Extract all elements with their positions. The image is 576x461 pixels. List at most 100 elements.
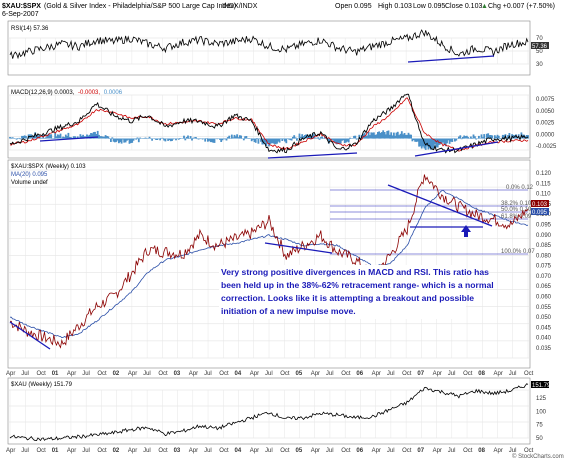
macd-histogram-bar [270, 138, 273, 144]
macd-histogram-bar [369, 135, 371, 139]
macd-histogram-bar [74, 136, 76, 139]
macd-histogram-bar [161, 137, 164, 139]
macd-histogram-bar [258, 138, 261, 139]
triangle-upper-line [387, 184, 493, 227]
x-axis-tick: 04 [235, 448, 242, 454]
macd-histogram-bar [399, 133, 402, 139]
macd-histogram-bar [467, 137, 470, 139]
macd-histogram-bar [72, 136, 75, 139]
macd-histogram-bar [11, 137, 14, 139]
macd-histogram-bar [234, 136, 237, 139]
macd-histogram-bar [264, 138, 266, 143]
x-axis-tick: Apr [128, 448, 137, 454]
macd-histogram-bar [289, 138, 292, 141]
x-axis-tick: Jul [143, 448, 151, 454]
macd-histogram-bar [442, 138, 444, 143]
x-axis-tick: Jul [448, 371, 456, 377]
x-axis-tick: Jul [265, 371, 273, 377]
annotation-line-1: Very strong positive divergences in MACD… [221, 267, 489, 277]
fib-label-382: 38.2% 0.10 [501, 201, 532, 207]
macd-histogram-bar [366, 135, 369, 139]
x-axis-tick: Oct [341, 448, 351, 454]
macd-histogram-bar [179, 138, 181, 139]
rsi-trendline [407, 55, 495, 63]
macd-histogram-bar [496, 134, 499, 139]
macd-histogram-bar [503, 135, 505, 139]
price-tick: 0.115 [536, 181, 551, 187]
macd-histogram-bar [317, 137, 319, 139]
macd-histogram-bar [104, 135, 107, 139]
annotation-line-2: been held up in the 38%-62% retracement … [221, 280, 494, 290]
macd-histogram-bar [394, 135, 397, 139]
price-tick: 0.080 [536, 253, 552, 259]
macd-histogram-bar [209, 138, 212, 143]
macd-histogram-bar [250, 138, 253, 142]
macd-histogram-bar [185, 137, 188, 139]
price-tick: 0.100 [536, 212, 552, 218]
x-axis-tick: Apr [494, 448, 503, 454]
x-axis-tick: 08 [478, 448, 485, 454]
ma-label: MA(20) 0.095 [11, 172, 48, 178]
macd-histogram-bar [464, 136, 467, 139]
fib-label-0: 0.0% 0.12 [506, 185, 534, 191]
macd-histogram-bar [474, 136, 476, 139]
macd-histogram-bar [427, 138, 430, 150]
date-label: 6-Sep-2007 [2, 11, 39, 18]
macd-histogram-bar [491, 135, 493, 139]
macd-histogram-bar [408, 134, 411, 139]
x-axis-tick: Apr [433, 371, 442, 377]
price-tick: 0.060 [536, 295, 552, 301]
macd-histogram-bar [387, 130, 390, 139]
macd-histogram-bar [232, 137, 234, 139]
macd-histogram-bar [22, 136, 25, 139]
macd-histogram-bar [175, 138, 177, 141]
xau-tick: 100 [536, 409, 547, 415]
macd-histogram-bar [286, 138, 289, 139]
macd-histogram-bar [365, 135, 367, 139]
macd-histogram-bar [253, 138, 256, 142]
macd-histogram-bar [45, 137, 47, 139]
macd-histogram-bar [447, 138, 450, 141]
macd-histogram-bar [331, 138, 334, 140]
price-tick: 0.120 [536, 171, 552, 177]
macd-histogram-bar [334, 138, 337, 143]
macd-histogram-bar [443, 138, 446, 145]
annotation-line-4: initiation of a new impulse move. [221, 306, 356, 316]
macd-histogram-bar [396, 131, 399, 139]
x-axis-labels-bottom: Apr Jul Oct 01 Apr Jul Oct 02 Apr Jul Oct 03 Apr Jul O… [6, 448, 534, 454]
macd-histogram-bar [278, 138, 281, 143]
macd-histogram-bar [56, 134, 59, 139]
macd-histogram-bar [314, 137, 317, 139]
macd-histogram-bar [439, 138, 442, 145]
macd-histogram-bar [159, 138, 161, 141]
x-axis-tick: Oct [402, 371, 412, 377]
macd-histogram-bar [38, 135, 41, 139]
macd-histogram-bar [404, 134, 407, 139]
macd-histogram-bar [88, 134, 91, 139]
macd-histogram-bar [256, 138, 258, 139]
x-axis-tick: 05 [296, 448, 303, 454]
macd-histogram-bar [446, 138, 448, 144]
macd-histogram-bar [213, 138, 216, 143]
macd-histogram-bar [525, 135, 528, 139]
x-axis-tick: Apr [128, 371, 137, 377]
macd-histogram-bar [290, 138, 293, 141]
macd-histogram-bar [237, 137, 240, 139]
macd-histogram-bar [414, 138, 416, 142]
macd-histogram-bar [432, 138, 435, 149]
macd-histogram-bar [342, 138, 345, 141]
copyright: © StockCharts.com [512, 453, 564, 460]
x-axis-tick: Oct [524, 371, 534, 377]
macd-histogram-bar [220, 138, 223, 142]
ma-value-text: 0.095 [532, 210, 548, 216]
macd-histogram-bar [450, 138, 452, 142]
macd-histogram-bar [94, 131, 96, 139]
x-axis-tick: Jul [326, 371, 334, 377]
macd-histogram-bar [389, 134, 391, 139]
macd-histogram-bar [224, 138, 227, 140]
macd-histogram-bar [419, 138, 422, 147]
x-axis-tick: Oct [97, 448, 107, 454]
macd-histogram-bar [124, 138, 127, 143]
macd-tick-labels: 0.0075 0.0050 0.0025 0.0000 -0.0025 [536, 97, 557, 150]
macd-label: MACD(12,26,9) 0.0003, -0.0003, 0.0006 [11, 90, 123, 96]
